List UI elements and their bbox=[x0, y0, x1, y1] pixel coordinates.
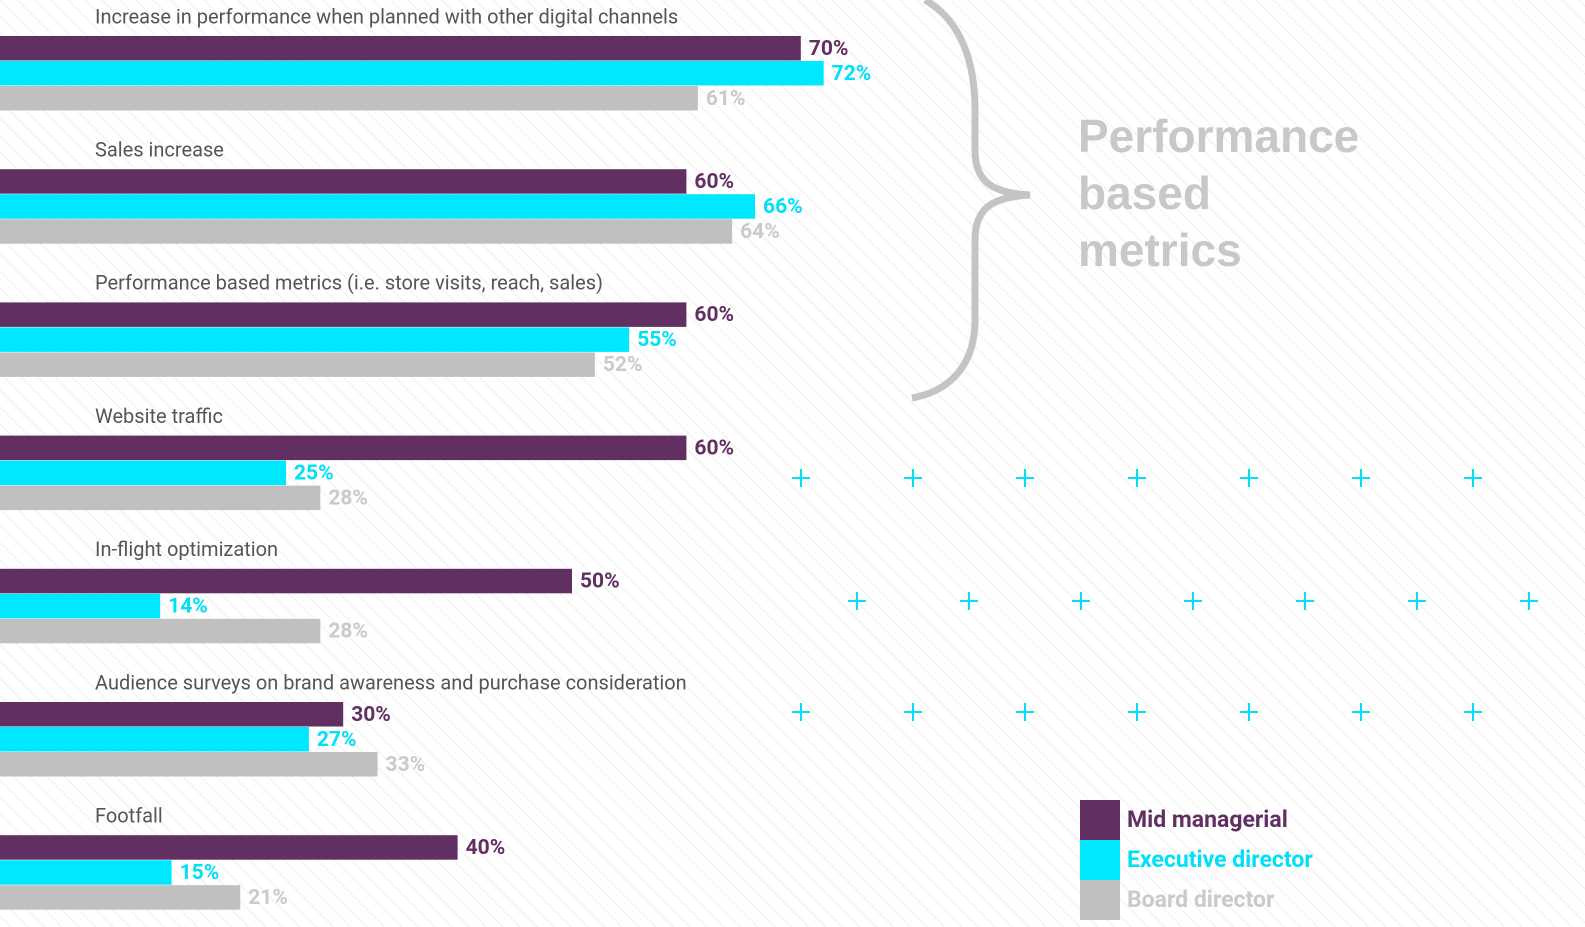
plus-sign bbox=[1240, 469, 1258, 487]
annotation: Performance based metrics bbox=[1078, 110, 1360, 276]
plus-sign bbox=[960, 592, 978, 610]
plus-sign bbox=[1352, 703, 1370, 721]
plus-sign bbox=[1408, 592, 1426, 610]
bar bbox=[0, 618, 321, 644]
bar bbox=[0, 568, 572, 594]
value-label: 15% bbox=[180, 861, 220, 885]
category-label: Increase in performance when planned wit… bbox=[95, 4, 678, 28]
value-label: 72% bbox=[832, 62, 872, 86]
value-label: 52% bbox=[603, 353, 643, 377]
plus-sign bbox=[1464, 469, 1482, 487]
bar bbox=[0, 485, 321, 511]
decoration bbox=[792, 469, 1538, 721]
category-label: Footfall bbox=[95, 803, 163, 827]
category-label: Audience surveys on brand awareness and … bbox=[95, 670, 687, 694]
plus-sign bbox=[1296, 592, 1314, 610]
value-label: 64% bbox=[740, 220, 780, 244]
bar bbox=[0, 61, 824, 86]
plus-sign bbox=[1016, 469, 1034, 487]
bar bbox=[0, 36, 801, 61]
bar bbox=[0, 86, 698, 111]
plus-sign bbox=[1072, 592, 1090, 610]
bar bbox=[0, 219, 733, 244]
plus-sign bbox=[904, 469, 922, 487]
value-label: 14% bbox=[168, 595, 208, 619]
bar bbox=[0, 702, 344, 727]
plus-sign bbox=[1128, 703, 1146, 721]
value-label: 28% bbox=[328, 620, 368, 644]
plus-sign bbox=[848, 592, 866, 610]
legend-label: Board director bbox=[1127, 886, 1275, 913]
legend-swatch bbox=[1080, 880, 1120, 920]
bar bbox=[0, 885, 241, 910]
bar bbox=[0, 435, 687, 461]
bar bbox=[0, 727, 309, 752]
value-label: 60% bbox=[694, 170, 734, 194]
annotation-box: Performance based metrics bbox=[1078, 110, 1360, 276]
value-label: 60% bbox=[694, 303, 734, 327]
plus-sign bbox=[1520, 592, 1538, 610]
value-label: 61% bbox=[706, 87, 746, 111]
category-label: Sales increase bbox=[95, 137, 224, 161]
bar bbox=[0, 860, 172, 885]
plus-sign bbox=[1016, 703, 1034, 721]
bar bbox=[0, 327, 630, 352]
value-label: 27% bbox=[317, 728, 357, 752]
value-label: 30% bbox=[351, 703, 391, 727]
plus-sign bbox=[1128, 469, 1146, 487]
category-label: In-flight optimization bbox=[95, 537, 278, 561]
plus-sign bbox=[1184, 592, 1202, 610]
bar bbox=[0, 835, 458, 860]
plus-sign bbox=[1352, 469, 1370, 487]
plus-sign bbox=[1464, 703, 1482, 721]
value-label: 50% bbox=[580, 570, 620, 594]
plus-sign bbox=[1240, 703, 1258, 721]
legend-label: Executive director bbox=[1127, 846, 1313, 873]
bar bbox=[0, 194, 756, 219]
bar bbox=[0, 460, 286, 486]
bar bbox=[0, 352, 595, 377]
brace bbox=[911, 0, 1031, 402]
plus-sign bbox=[904, 703, 922, 721]
value-label: 40% bbox=[466, 836, 506, 860]
category-label: Website traffic bbox=[95, 404, 223, 428]
bar bbox=[0, 302, 687, 327]
legend-label: Mid managerial bbox=[1127, 806, 1288, 833]
value-label: 60% bbox=[694, 436, 734, 460]
legend-swatch bbox=[1080, 800, 1120, 840]
value-label: 55% bbox=[637, 328, 677, 352]
bar bbox=[0, 752, 378, 777]
value-label: 28% bbox=[328, 486, 368, 510]
value-label: 25% bbox=[294, 461, 334, 485]
value-label: 33% bbox=[386, 753, 426, 777]
category-label: Performance based metrics (i.e. store vi… bbox=[95, 271, 603, 295]
bar bbox=[0, 593, 161, 619]
plus-sign bbox=[792, 703, 810, 721]
value-label: 21% bbox=[248, 886, 288, 910]
value-label: 70% bbox=[809, 37, 849, 61]
plus-sign bbox=[792, 469, 810, 487]
value-label: 66% bbox=[763, 195, 803, 219]
legend-swatch bbox=[1080, 840, 1120, 880]
bar bbox=[0, 169, 687, 194]
